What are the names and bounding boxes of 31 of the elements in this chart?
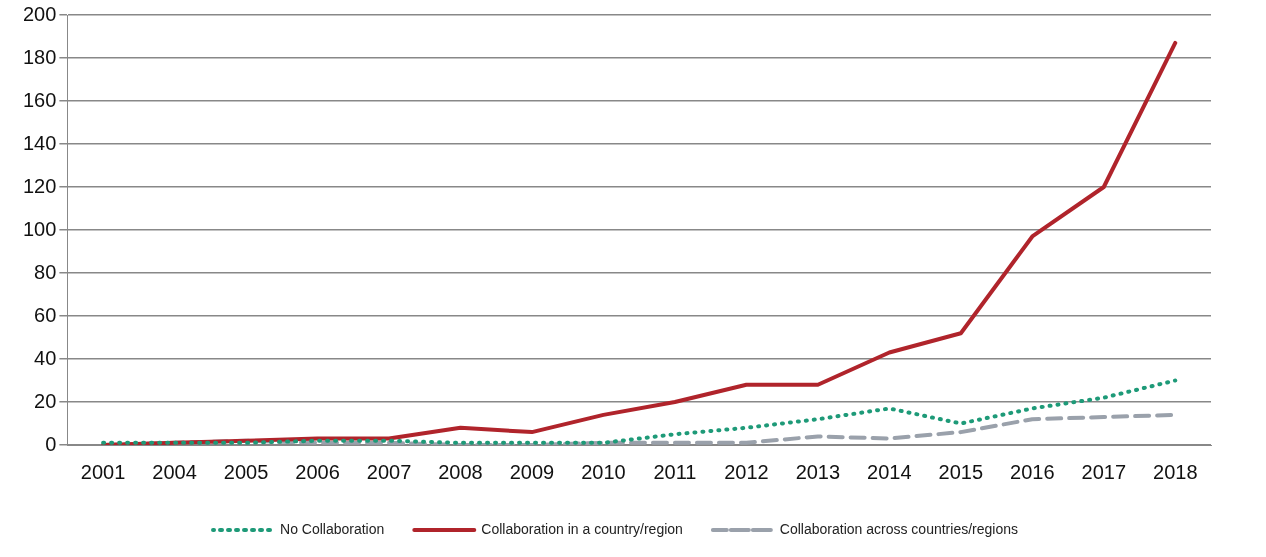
y-tick-label: 100: [22, 217, 57, 240]
y-tick-label: 80: [34, 260, 57, 283]
legend-label: Collaboration in a country/region: [481, 520, 683, 537]
y-tick-label: 20: [34, 389, 57, 412]
x-tick-label: 2014: [867, 460, 912, 483]
y-tick-label: 160: [22, 88, 57, 111]
x-tick-label: 2007: [366, 460, 412, 483]
x-tick-label: 2016: [1010, 460, 1055, 483]
legend-label: No Collaboration: [280, 520, 385, 537]
x-tick-label: 2008: [438, 460, 483, 483]
y-tick-label: 120: [22, 174, 57, 197]
x-tick-label: 2004: [152, 460, 197, 483]
y-tick-label: 200: [22, 2, 57, 25]
x-tick-label: 2017: [1081, 460, 1127, 483]
x-tick-label: 2015: [938, 460, 984, 483]
x-tick-label: 2006: [295, 460, 340, 483]
line-series: [101, 378, 1178, 445]
x-tick-label: 2011: [653, 460, 697, 483]
legend-label: Collaboration across countries/regions: [779, 520, 1018, 537]
x-tick-label: 2012: [724, 460, 769, 483]
y-tick-label: 0: [45, 432, 57, 455]
x-tick-label: 2009: [509, 460, 555, 483]
x-tick-label: 2013: [795, 460, 841, 483]
x-tick-label: 2005: [223, 460, 269, 483]
y-tick-label: 40: [34, 346, 57, 369]
y-tick-label: 140: [22, 131, 57, 154]
x-tick-label: 2001: [80, 460, 126, 483]
x-tick-label: 2010: [581, 460, 626, 483]
x-tick-label: 2018: [1153, 460, 1198, 483]
y-tick-label: 180: [22, 45, 57, 68]
y-tick-label: 60: [34, 303, 57, 326]
